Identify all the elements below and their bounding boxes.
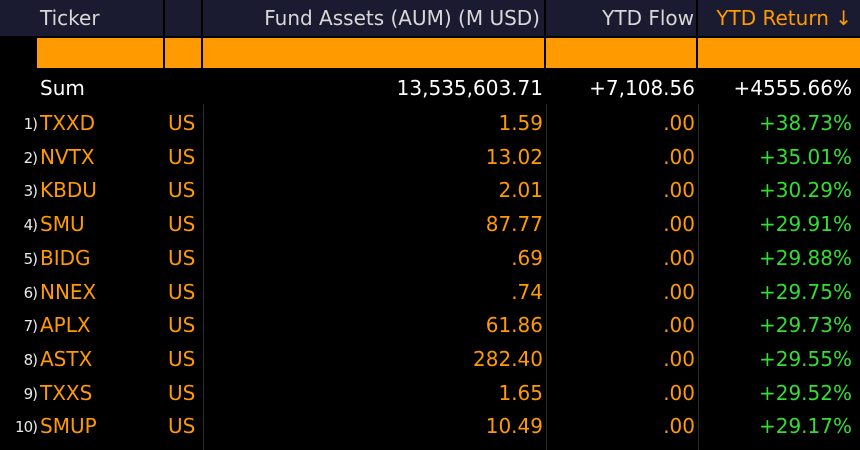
ytd-return: +38.73%	[758, 111, 852, 135]
ticker[interactable]: NVTX	[40, 144, 95, 169]
column-divider	[698, 104, 699, 450]
aum: 282.40	[473, 346, 543, 371]
ytd-flow: .00	[663, 245, 695, 270]
ticker[interactable]: NNEX	[40, 279, 97, 304]
aum: 87.77	[485, 212, 543, 237]
sum-flow: +7,108.56	[589, 76, 695, 100]
row-index: 3)	[23, 182, 38, 201]
ticker[interactable]: ASTX	[40, 346, 93, 371]
ytd-return: +30.29%	[758, 178, 852, 203]
country: US	[168, 111, 196, 135]
country: US	[168, 279, 196, 304]
row-index: 9)	[23, 384, 38, 403]
ytd-return: +35.01%	[758, 144, 852, 169]
aum: 10.49	[485, 414, 543, 439]
header-cell	[0, 0, 163, 36]
ytd-flow: .00	[663, 144, 695, 169]
row-index: 6)	[23, 283, 38, 302]
row-index: 4)	[23, 216, 38, 235]
column-divider	[546, 104, 547, 450]
column-header[interactable]: Fund Assets (AUM) (M USD)	[264, 6, 540, 30]
ytd-flow: .00	[663, 111, 695, 135]
ytd-flow: .00	[663, 212, 695, 237]
filter-cell[interactable]	[37, 38, 163, 68]
ticker[interactable]: SMUP	[40, 414, 97, 439]
ticker[interactable]: APLX	[40, 313, 91, 338]
ticker[interactable]: KBDU	[40, 178, 97, 203]
ytd-flow: .00	[663, 178, 695, 203]
filter-cell[interactable]	[165, 38, 201, 68]
ytd-return: +29.75%	[758, 279, 852, 304]
ytd-return: +29.17%	[758, 414, 852, 439]
country: US	[168, 346, 196, 371]
ytd-flow: .00	[663, 380, 695, 405]
header-cell	[546, 0, 696, 36]
country: US	[168, 178, 196, 203]
filter-cell[interactable]	[546, 38, 696, 68]
ytd-return: +29.88%	[758, 245, 852, 270]
row-index: 10)	[15, 418, 38, 437]
ticker[interactable]: SMU	[40, 212, 85, 237]
ytd-flow: .00	[663, 414, 695, 439]
country: US	[168, 212, 196, 237]
ticker[interactable]: TXXS	[40, 380, 93, 405]
row-index: 7)	[23, 317, 38, 336]
ytd-flow: .00	[663, 346, 695, 371]
row-index: 1)	[23, 115, 38, 133]
ytd-flow: .00	[663, 313, 695, 338]
ytd-return: +29.52%	[758, 380, 852, 405]
row-index: 5)	[23, 249, 38, 268]
aum: 1.65	[498, 380, 543, 405]
ytd-return: +29.73%	[758, 313, 852, 338]
aum: 61.86	[485, 313, 543, 338]
header-cell	[203, 0, 544, 36]
country: US	[168, 380, 196, 405]
aum: 13.02	[485, 144, 543, 169]
aum: 2.01	[498, 178, 543, 203]
header-cell	[698, 0, 860, 36]
filter-cell[interactable]	[203, 38, 544, 68]
sum-return: +4555.66%	[733, 76, 852, 100]
ticker[interactable]: TXXD	[40, 111, 96, 135]
aum: .74	[511, 279, 543, 304]
column-header[interactable]: YTD Return ↓	[716, 6, 852, 30]
column-divider	[203, 104, 204, 450]
ytd-return: +29.91%	[758, 212, 852, 237]
aum: .69	[511, 245, 543, 270]
column-header[interactable]: YTD Flow	[602, 6, 694, 30]
country: US	[168, 313, 196, 338]
row-index: 2)	[23, 148, 38, 167]
country: US	[168, 245, 196, 270]
header-cell	[165, 0, 201, 36]
ytd-flow: .00	[663, 279, 695, 304]
row-index: 8)	[23, 350, 38, 369]
sum-aum: 13,535,603.71	[396, 76, 543, 100]
ticker[interactable]: BIDG	[40, 245, 91, 270]
country: US	[168, 414, 196, 439]
column-header[interactable]: Ticker	[40, 6, 100, 30]
sum-label: Sum	[40, 76, 85, 100]
ytd-return: +29.55%	[758, 346, 852, 371]
country: US	[168, 144, 196, 169]
filter-cell[interactable]	[698, 38, 860, 68]
aum: 1.59	[498, 111, 543, 135]
